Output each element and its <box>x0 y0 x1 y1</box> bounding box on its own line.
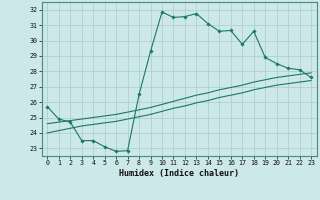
X-axis label: Humidex (Indice chaleur): Humidex (Indice chaleur) <box>119 169 239 178</box>
